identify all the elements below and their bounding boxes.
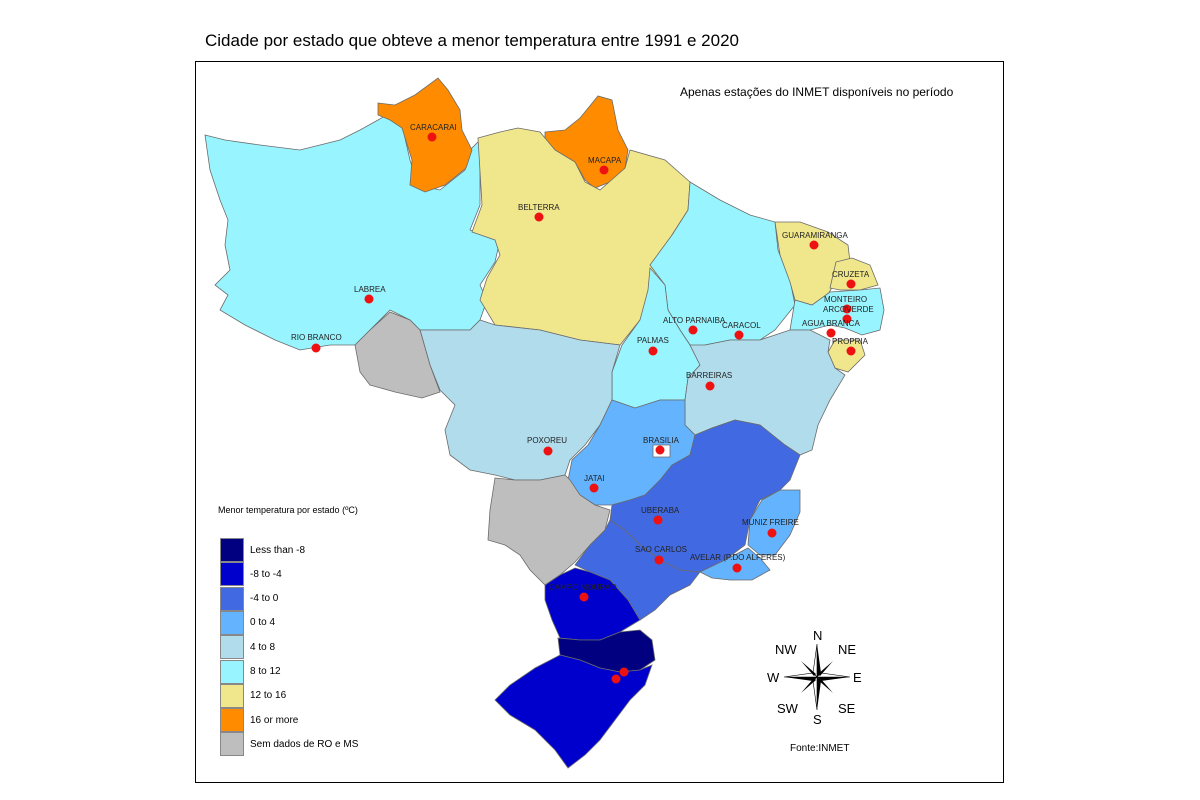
city-point: [826, 328, 836, 338]
legend-item: -8 to -4: [220, 562, 282, 587]
state-parana: [544, 567, 641, 641]
compass-nw: NW: [775, 642, 797, 657]
city-label: AVELAR (P.DO ALFERES): [690, 553, 786, 562]
legend-item: 4 to 8: [220, 635, 276, 660]
city-point: [688, 325, 698, 335]
legend-item: -4 to 0: [220, 586, 279, 611]
city-label: MACAPA: [588, 156, 622, 165]
city-point: [619, 667, 629, 677]
city-label: AGUA BRANCA: [802, 319, 860, 328]
city-point: [653, 515, 663, 525]
city-label: LABREA: [354, 285, 386, 294]
city-point: [427, 132, 437, 142]
city-label: CARACARAI: [410, 123, 457, 132]
city-point: [705, 381, 715, 391]
city-label: PALMAS: [637, 336, 669, 345]
legend-item: 16 or more: [220, 708, 299, 733]
city-point: [364, 294, 374, 304]
city-label: BELTERRA: [518, 203, 560, 212]
city-label: BRASILIA: [643, 436, 680, 445]
legend-swatch: [220, 659, 244, 684]
city-point: [732, 563, 742, 573]
legend-label: 16 or more: [250, 714, 299, 726]
city-point: [589, 483, 599, 493]
map-frame: [195, 61, 1004, 783]
city-label: MONTEIRO: [824, 295, 867, 304]
legend-label: -8 to -4: [250, 568, 282, 580]
city-label: ARCOVERDE: [823, 305, 874, 314]
city-point: [543, 446, 553, 456]
state-sao-paulo: [574, 519, 701, 621]
city-label: PROPRIA: [832, 337, 869, 346]
city-point: [846, 279, 856, 289]
legend-swatch: [220, 732, 244, 757]
city-point: [654, 555, 664, 565]
compass-e: E: [853, 670, 862, 685]
legend-item: 8 to 12: [220, 659, 281, 684]
legend-label: 12 to 16: [250, 690, 287, 702]
legend-title: Menor temperatura por estado (ºC): [218, 505, 358, 515]
compass-sw: SW: [777, 701, 799, 716]
legend-label: 0 to 4: [250, 617, 276, 629]
legend-label: 8 to 12: [250, 666, 281, 677]
city-label: POXOREU: [527, 436, 567, 445]
state-rondonia: [354, 311, 441, 399]
legend-item: Sem dados de RO e MS: [220, 732, 359, 757]
compass-ne: NE: [838, 642, 856, 657]
city-label: JATAI: [584, 474, 605, 483]
city-label: GUARAMIRANGA: [782, 231, 848, 240]
city-label: ALTO PARNAIBA: [663, 316, 726, 325]
city-label: CARACOL: [722, 321, 761, 330]
compass-icon: N NE E SE S SW W NW: [767, 628, 862, 727]
legend-label: Sem dados de RO e MS: [250, 738, 359, 750]
compass-w: W: [767, 670, 780, 685]
states-layer: [204, 77, 885, 769]
compass-n: N: [813, 628, 822, 643]
state-mato-grosso: [419, 319, 621, 481]
city-point: [734, 330, 744, 340]
cities-layer: CARACARAI MACAPA BELTERRA LABREA RIO BRANCO G…: [291, 123, 874, 684]
city-point: [611, 674, 621, 684]
city-point: [599, 165, 609, 175]
legend-swatch: [220, 635, 244, 660]
city-label: UBERABA: [641, 506, 680, 515]
legend-swatch: [220, 586, 244, 611]
city-point: [311, 343, 321, 353]
state-rn: [829, 257, 879, 291]
legend-label: Less than -8: [250, 544, 306, 556]
legend-item: 0 to 4: [220, 610, 276, 635]
city-point: [579, 592, 589, 602]
legend-item: 12 to 16: [220, 683, 287, 708]
map-source: Fonte:INMET: [790, 743, 850, 754]
map-title: Cidade por estado que obteve a menor tem…: [205, 31, 739, 50]
legend-item: Less than -8: [220, 538, 305, 562]
compass-se: SE: [838, 701, 856, 716]
map-subtitle: Apenas estações do INMET disponíveis no …: [680, 85, 954, 99]
city-label: MUNIZ FREIRE: [742, 518, 799, 527]
legend-label: -4 to 0: [250, 593, 279, 605]
compass-s: S: [813, 712, 822, 727]
city-point: [809, 240, 819, 250]
legend-swatch: [220, 610, 244, 635]
city-label: BARREIRAS: [686, 371, 732, 380]
legend-swatch: [220, 538, 244, 562]
city-point: [534, 212, 544, 222]
legend-swatch: [220, 683, 244, 708]
city-point: [767, 528, 777, 538]
city-label: SAO CARLOS: [635, 545, 687, 554]
city-point: [846, 346, 856, 356]
city-point: [648, 346, 658, 356]
city-point: [842, 314, 852, 324]
city-point: [655, 445, 665, 455]
city-label: CRUZETA: [832, 270, 870, 279]
city-point: [842, 304, 852, 314]
legend-label: 4 to 8: [250, 641, 276, 653]
city-label: CAMPO MOURAO: [549, 583, 617, 592]
city-label: RIO BRANCO: [291, 333, 342, 342]
state-es: [747, 489, 801, 556]
state-roraima: [377, 77, 473, 193]
legend-swatch: [220, 708, 244, 733]
legend-swatch: [220, 562, 244, 587]
